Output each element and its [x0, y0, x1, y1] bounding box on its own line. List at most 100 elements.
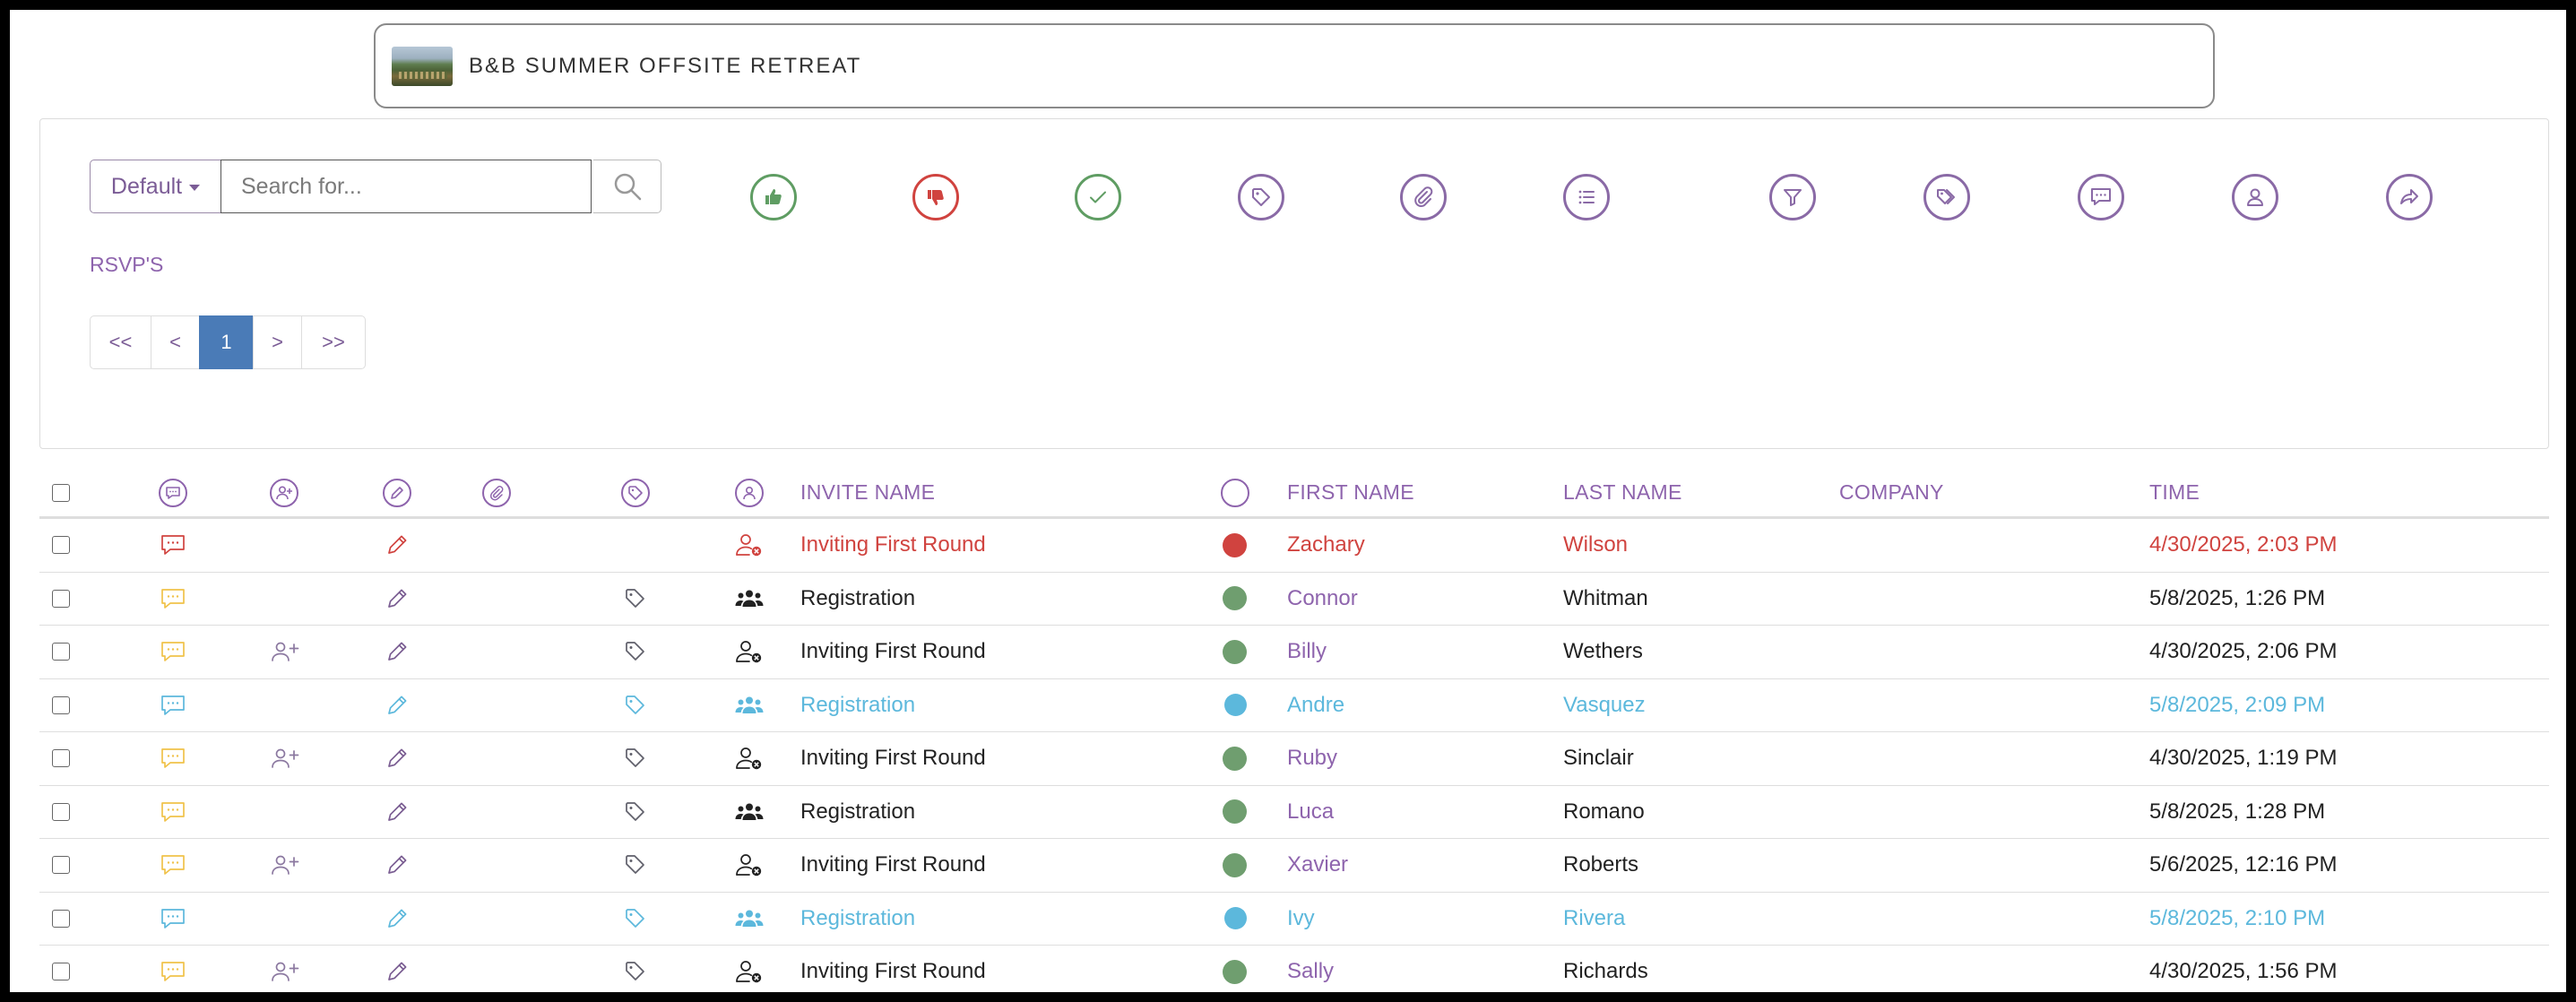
col-company-header[interactable]: COMPANY: [1839, 480, 1944, 504]
first-name[interactable]: Sally: [1287, 959, 1335, 984]
comment-icon[interactable]: [160, 587, 186, 610]
col-attachment-header[interactable]: [482, 469, 511, 516]
first-name[interactable]: Billy: [1287, 639, 1327, 664]
list-button[interactable]: [1563, 174, 1610, 220]
pencil-icon[interactable]: [385, 906, 410, 931]
group-icon[interactable]: [734, 907, 765, 930]
page-first-button[interactable]: <<: [90, 315, 151, 369]
col-edit-header[interactable]: [383, 469, 411, 516]
check-button[interactable]: [1075, 174, 1121, 220]
table-row[interactable]: Inviting First Round Xavier Roberts 5/6/…: [39, 839, 2549, 893]
user-remove-icon[interactable]: [734, 639, 765, 664]
pencil-icon[interactable]: [385, 586, 410, 611]
first-name[interactable]: Ruby: [1287, 746, 1338, 771]
pencil-icon[interactable]: [385, 799, 410, 825]
group-icon[interactable]: [734, 694, 765, 717]
add-user-icon[interactable]: [270, 960, 300, 983]
page-next-button[interactable]: >: [252, 315, 303, 369]
row-checkbox[interactable]: [52, 856, 70, 875]
add-user-icon[interactable]: [270, 640, 300, 663]
share-button[interactable]: [2386, 174, 2433, 220]
user-button[interactable]: [2232, 174, 2278, 220]
row-checkbox[interactable]: [52, 695, 70, 714]
page-last-button[interactable]: >>: [301, 315, 366, 369]
col-status-header[interactable]: [1221, 469, 1249, 516]
row-checkbox[interactable]: [52, 963, 70, 981]
tag-icon[interactable]: [624, 747, 647, 770]
add-user-icon[interactable]: [270, 853, 300, 877]
col-time-header[interactable]: TIME: [2149, 480, 2200, 504]
user-remove-icon[interactable]: [734, 746, 765, 771]
row-checkbox-cell: [52, 786, 70, 839]
pencil-icon[interactable]: [385, 693, 410, 718]
search-input[interactable]: [220, 160, 592, 213]
table-row[interactable]: Registration Luca Romano 5/8/2025, 1:28 …: [39, 786, 2549, 839]
group-icon[interactable]: [734, 800, 765, 824]
comment-icon[interactable]: [160, 960, 186, 983]
tag-icon[interactable]: [624, 907, 647, 930]
col-user-header[interactable]: [735, 469, 764, 516]
paperclip-button[interactable]: [1400, 174, 1447, 220]
add-user-icon[interactable]: [270, 747, 300, 770]
pencil-icon[interactable]: [385, 852, 410, 877]
thumbs-down-button[interactable]: [912, 174, 959, 220]
first-name[interactable]: Luca: [1287, 799, 1335, 824]
row-checkbox[interactable]: [52, 749, 70, 768]
row-checkbox[interactable]: [52, 589, 70, 608]
comment-icon[interactable]: [160, 533, 186, 557]
search-button[interactable]: [593, 160, 661, 213]
table-row[interactable]: Inviting First Round Zachary Wilson 4/30…: [39, 519, 2549, 573]
tags-button[interactable]: [1923, 174, 1970, 220]
table-row[interactable]: Inviting First Round Billy Wethers 4/30/…: [39, 626, 2549, 679]
filter-button[interactable]: [1769, 174, 1816, 220]
event-header[interactable]: B&B SUMMER OFFSITE RETREAT: [374, 23, 2215, 108]
first-name[interactable]: Ivy: [1287, 905, 1315, 930]
col-invite-name-header[interactable]: INVITE NAME: [800, 480, 936, 504]
user-remove-icon[interactable]: [734, 532, 765, 557]
pencil-icon[interactable]: [385, 746, 410, 771]
col-comment-header[interactable]: [159, 469, 187, 516]
col-add-user-header[interactable]: [270, 469, 298, 516]
comment-icon[interactable]: [160, 800, 186, 824]
group-icon[interactable]: [734, 587, 765, 610]
first-name[interactable]: Xavier: [1287, 852, 1349, 877]
comment-icon[interactable]: [160, 694, 186, 717]
comment-button[interactable]: [2078, 174, 2124, 220]
tag-icon[interactable]: [624, 694, 647, 717]
user-remove-icon[interactable]: [734, 852, 765, 877]
table-row[interactable]: Inviting First Round Sally Richards 4/30…: [39, 946, 2549, 992]
tag-icon[interactable]: [624, 960, 647, 983]
thumbs-up-button[interactable]: [750, 174, 797, 220]
first-name[interactable]: Andre: [1287, 692, 1345, 717]
view-select-dropdown[interactable]: Default: [90, 160, 220, 213]
row-checkbox[interactable]: [52, 802, 70, 821]
tag-button[interactable]: [1238, 174, 1284, 220]
col-first-name-header[interactable]: FIRST NAME: [1287, 480, 1414, 504]
comment-icon[interactable]: [160, 907, 186, 930]
tag-icon[interactable]: [624, 800, 647, 824]
table-row[interactable]: Registration Ivy Rivera 5/8/2025, 2:10 P…: [39, 893, 2549, 946]
select-all-checkbox[interactable]: [52, 483, 70, 502]
tag-icon[interactable]: [624, 587, 647, 610]
row-checkbox[interactable]: [52, 643, 70, 661]
comment-icon[interactable]: [160, 640, 186, 663]
pencil-icon[interactable]: [385, 532, 410, 557]
user-remove-icon[interactable]: [734, 959, 765, 984]
pencil-icon[interactable]: [385, 639, 410, 664]
comment-icon[interactable]: [160, 853, 186, 877]
first-name[interactable]: Zachary: [1287, 532, 1365, 557]
col-tag-header[interactable]: [621, 469, 650, 516]
table-row[interactable]: Registration Andre Vasquez 5/8/2025, 2:0…: [39, 679, 2549, 732]
row-checkbox[interactable]: [52, 536, 70, 555]
table-row[interactable]: Registration Connor Whitman 5/8/2025, 1:…: [39, 573, 2549, 626]
tag-icon[interactable]: [624, 640, 647, 663]
row-checkbox[interactable]: [52, 909, 70, 928]
pencil-icon[interactable]: [385, 959, 410, 984]
tag-icon[interactable]: [624, 853, 647, 877]
col-last-name-header[interactable]: LAST NAME: [1563, 480, 1682, 504]
comment-icon[interactable]: [160, 747, 186, 770]
first-name[interactable]: Connor: [1287, 585, 1358, 610]
table-row[interactable]: Inviting First Round Ruby Sinclair 4/30/…: [39, 732, 2549, 786]
page-current-button[interactable]: 1: [199, 315, 254, 369]
page-prev-button[interactable]: <: [150, 315, 201, 369]
